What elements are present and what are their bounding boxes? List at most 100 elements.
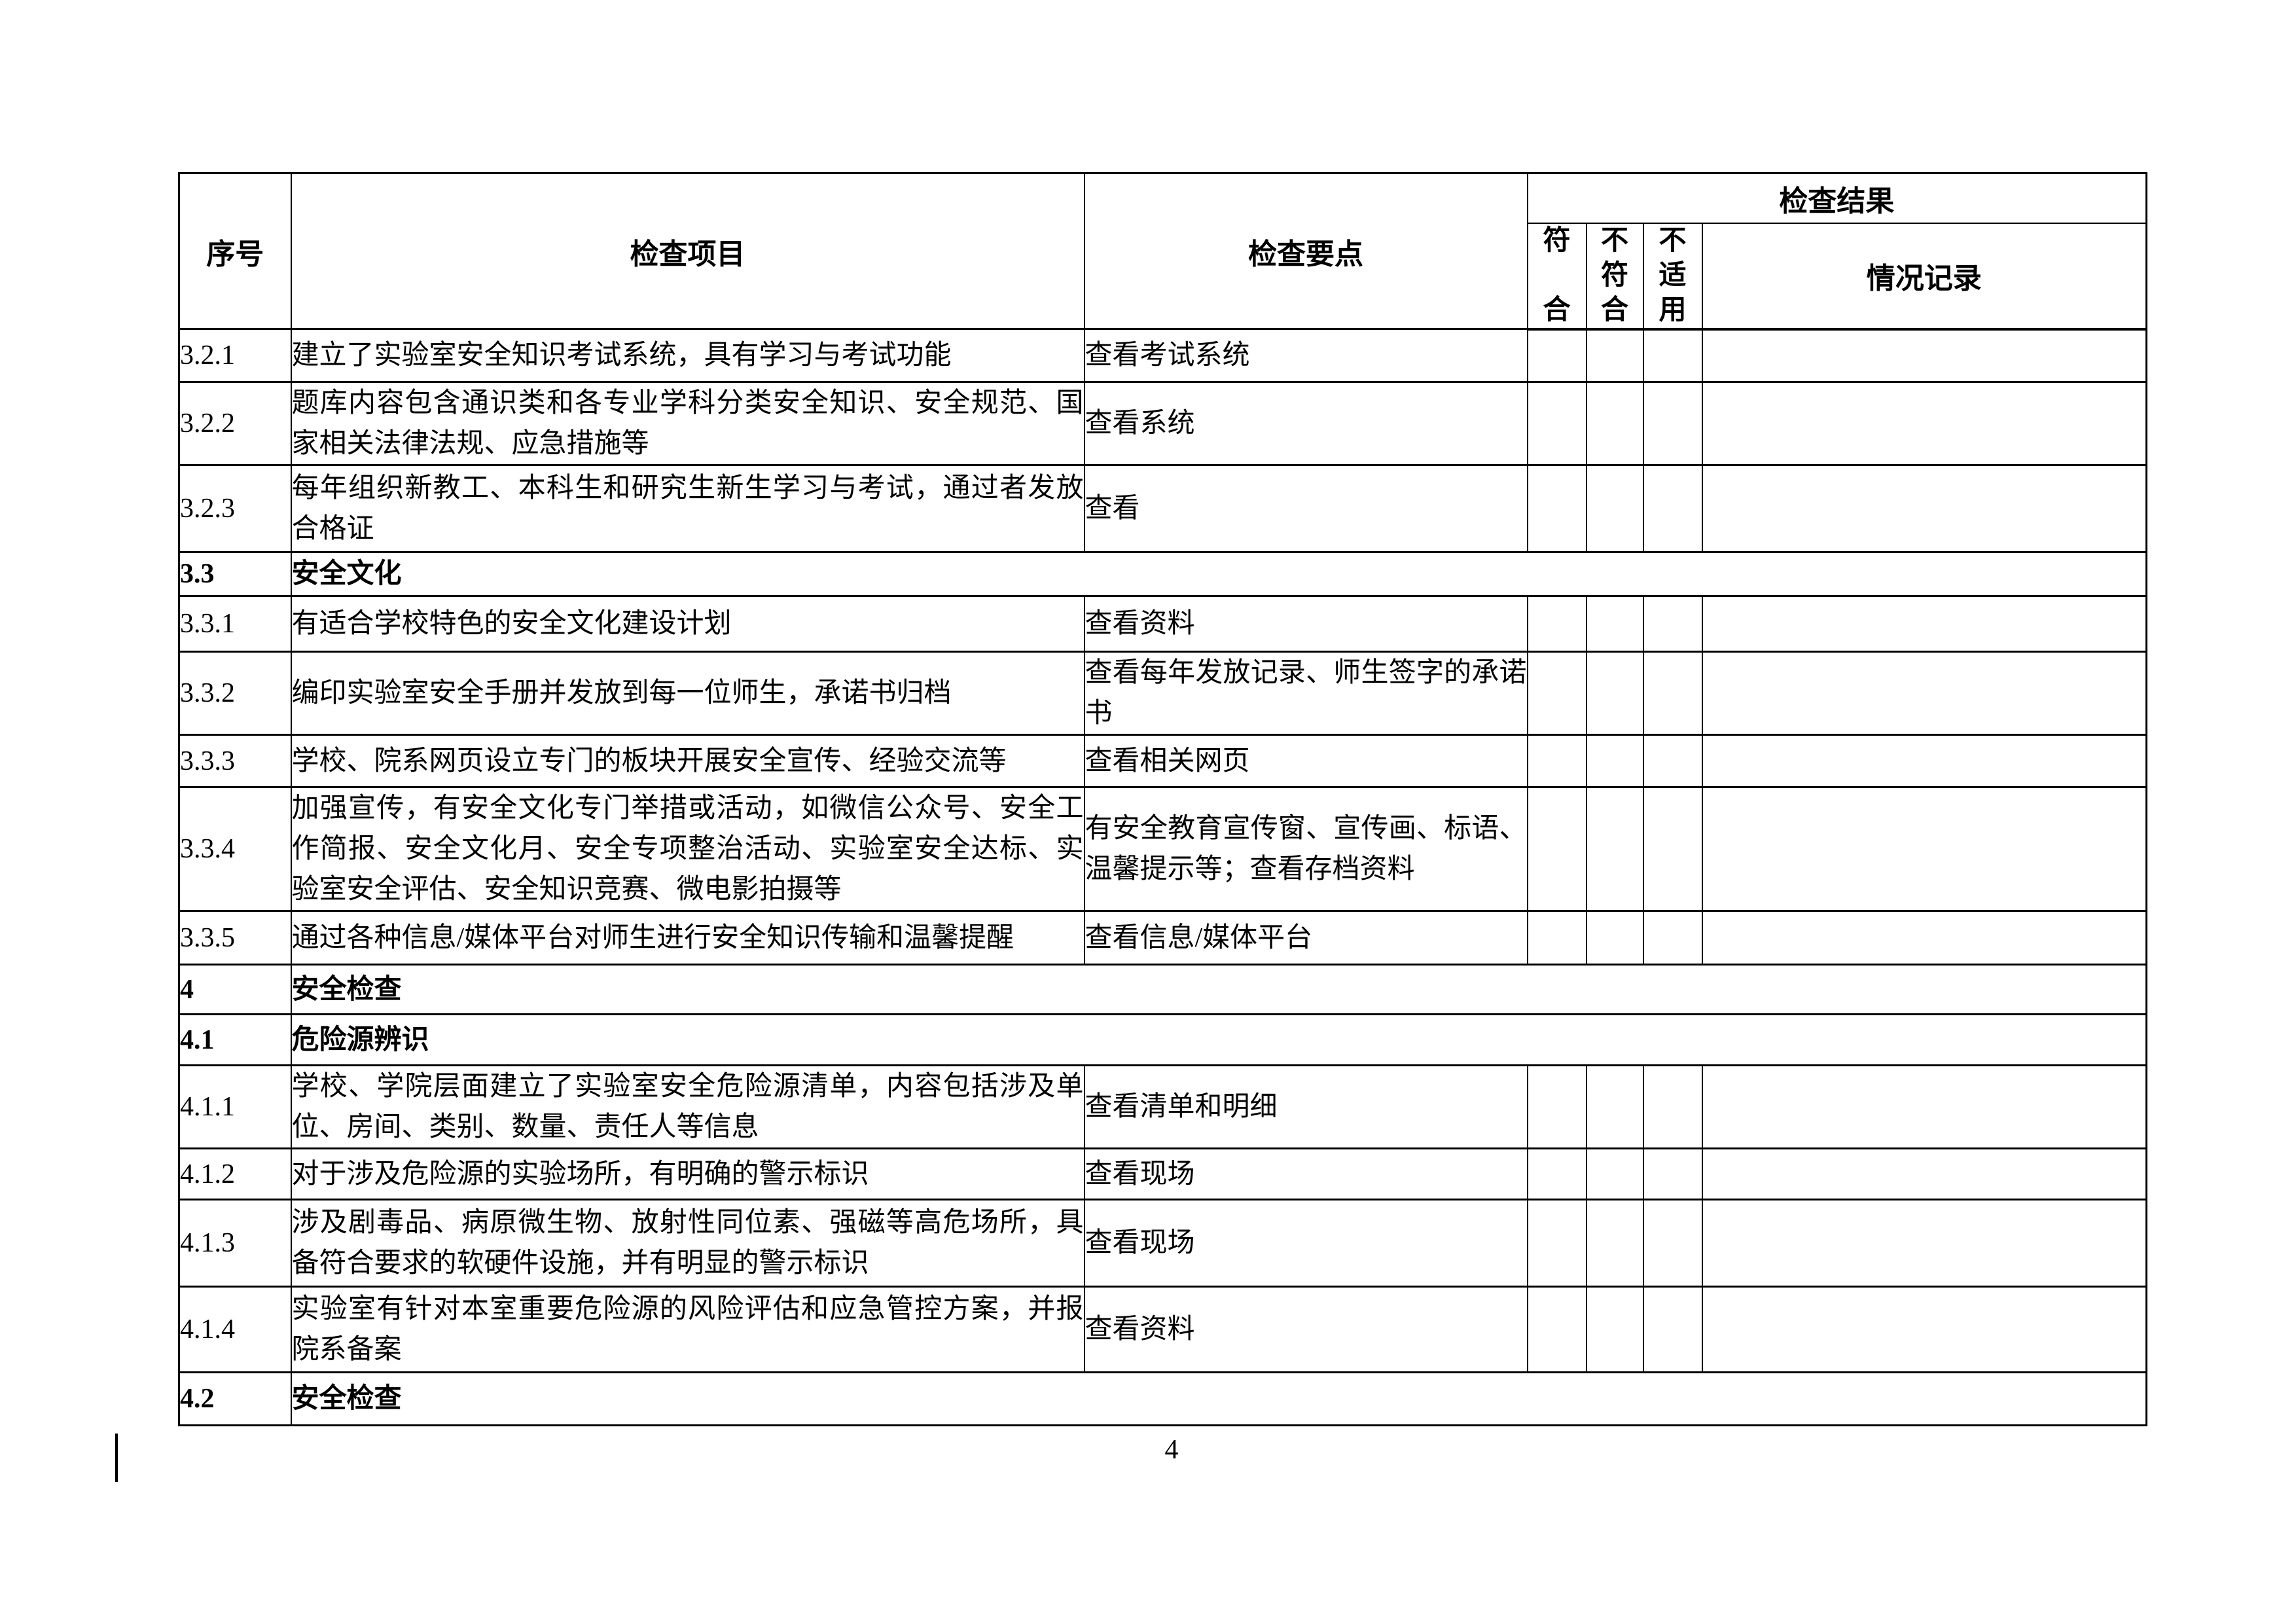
cell-result-fail <box>1585 464 1644 553</box>
cell-inspection-item: 对于涉及危险源的实验场所，有明确的警示标识 <box>290 1147 1085 1200</box>
table-row: 3.3 安全文化 <box>178 551 2147 597</box>
col-header-item: 检查项目 <box>290 172 1085 330</box>
cell-inspection-point: 查看每年发放记录、师生签字的承诺书 <box>1083 651 1528 736</box>
cell-serial-number: 4 <box>178 964 292 1015</box>
table-row: 3.3.4 加强宣传，有安全文化专门举措或活动，如微信公众号、安全工作简报、安全文… <box>178 786 2147 912</box>
col-header-fail: 不符合 <box>1585 222 1644 331</box>
table-row: 3.2.2 题库内容包含通识类和各专业学科分类安全知识、安全规范、国家相关法律法规… <box>178 381 2147 466</box>
cell-result-pass <box>1526 595 1587 653</box>
cell-result-fail <box>1585 1199 1644 1288</box>
cell-result-na <box>1642 1199 1703 1288</box>
cell-serial-number: 3.2.1 <box>178 328 292 383</box>
cell-result-pass <box>1526 1064 1587 1149</box>
cell-result-fail <box>1585 1147 1644 1200</box>
cell-record <box>1701 786 2147 912</box>
cell-result-fail <box>1585 1064 1644 1149</box>
cell-result-pass <box>1526 381 1587 466</box>
col-header-na: 不适用 <box>1642 222 1703 331</box>
cell-result-fail <box>1585 786 1644 912</box>
cell-serial-number: 4.1.1 <box>178 1064 292 1149</box>
cell-inspection-item: 实验室有针对本室重要危险源的风险评估和应急管控方案，并报院系备案 <box>290 1286 1085 1373</box>
table-row: 3.3.1 有适合学校特色的安全文化建设计划 查看资料 <box>178 595 2147 653</box>
vertical-label-na: 不适用 <box>1645 226 1701 324</box>
cell-inspection-point: 查看 <box>1083 464 1528 553</box>
cell-result-na <box>1642 786 1703 912</box>
cell-serial-number: 3.3.3 <box>178 734 292 788</box>
cell-inspection-item: 有适合学校特色的安全文化建设计划 <box>290 595 1085 653</box>
cell-result-na <box>1642 381 1703 466</box>
table-row: 4.1.3 涉及剧毒品、病原微生物、放射性同位素、强磁等高危场所，具备符合要求的软… <box>178 1199 2147 1288</box>
table-row: 4.1.1 学校、学院层面建立了实验室安全危险源清单，内容包括涉及单位、房间、类别… <box>178 1064 2147 1149</box>
cell-result-fail <box>1585 328 1644 383</box>
cell-result-fail <box>1585 734 1644 788</box>
cell-serial-number: 3.3.2 <box>178 651 292 736</box>
cell-serial-number: 3.2.3 <box>178 464 292 553</box>
cell-inspection-point: 查看相关网页 <box>1083 734 1528 788</box>
cell-inspection-item: 建立了实验室安全知识考试系统，具有学习与考试功能 <box>290 328 1085 383</box>
cell-inspection-point: 查看考试系统 <box>1083 328 1528 383</box>
cell-record <box>1701 1286 2147 1373</box>
cell-inspection-point: 查看资料 <box>1083 1286 1528 1373</box>
table-row: 4.1.2 对于涉及危险源的实验场所，有明确的警示标识 查看现场 <box>178 1147 2147 1200</box>
cell-result-fail <box>1585 595 1644 653</box>
vertical-label-char: 符 <box>1543 226 1571 256</box>
table-row: 4 安全检查 <box>178 964 2147 1015</box>
cell-inspection-point: 有安全教育宣传窗、宣传画、标语、温馨提示等；查看存档资料 <box>1083 786 1528 912</box>
cell-record <box>1701 1064 2147 1149</box>
cell-result-pass <box>1526 734 1587 788</box>
cell-result-pass <box>1526 464 1587 553</box>
cell-result-fail <box>1585 651 1644 736</box>
table-row: 3.2.3 每年组织新教工、本科生和研究生新生学习与考试，通过者发放合格证 查看 <box>178 464 2147 553</box>
cell-section-title: 安全检查 <box>290 964 2147 1015</box>
cell-serial-number: 3.3 <box>178 551 292 597</box>
inspection-table: 序号 检查项目 检查要点 检查结果 符合 不符合 不适用 情况记录 3.2.1 建… <box>178 172 2147 1426</box>
cell-record <box>1701 1147 2147 1200</box>
table-row: 3.3.5 通过各种信息/媒体平台对师生进行安全知识传输和温馨提醒 查看信息/媒体平… <box>178 910 2147 965</box>
cell-serial-number: 3.3.1 <box>178 595 292 653</box>
col-header-result-group: 检查结果 <box>1526 172 2147 224</box>
cell-inspection-point: 查看信息/媒体平台 <box>1083 910 1528 965</box>
cell-result-pass <box>1526 1286 1587 1373</box>
cell-result-pass <box>1526 328 1587 383</box>
cell-serial-number: 3.3.5 <box>178 910 292 965</box>
col-header-pass: 符合 <box>1526 222 1587 331</box>
cell-serial-number: 3.2.2 <box>178 381 292 466</box>
cell-inspection-item: 涉及剧毒品、病原微生物、放射性同位素、强磁等高危场所，具备符合要求的软硬件设施，… <box>290 1199 1085 1288</box>
revision-bar <box>115 1434 118 1482</box>
cell-record <box>1701 464 2147 553</box>
cell-serial-number: 4.1.3 <box>178 1199 292 1288</box>
cell-result-na <box>1642 464 1703 553</box>
cell-inspection-point: 查看资料 <box>1083 595 1528 653</box>
cell-inspection-point: 查看清单和明细 <box>1083 1064 1528 1149</box>
cell-inspection-item: 每年组织新教工、本科生和研究生新生学习与考试，通过者发放合格证 <box>290 464 1085 553</box>
cell-record <box>1701 734 2147 788</box>
cell-result-na <box>1642 734 1703 788</box>
cell-result-fail <box>1585 381 1644 466</box>
cell-result-na <box>1642 1064 1703 1149</box>
cell-section-title: 安全文化 <box>290 551 2147 597</box>
cell-inspection-point: 查看现场 <box>1083 1147 1528 1200</box>
cell-result-na <box>1642 1286 1703 1373</box>
cell-serial-number: 4.1 <box>178 1013 292 1066</box>
cell-result-na <box>1642 1147 1703 1200</box>
table-row: 4.1 危险源辨识 <box>178 1013 2147 1066</box>
col-header-record: 情况记录 <box>1701 222 2147 331</box>
table-row: 4.2 安全检查 <box>178 1371 2147 1426</box>
cell-serial-number: 4.2 <box>178 1371 292 1426</box>
table-row: 4.1.4 实验室有针对本室重要危险源的风险评估和应急管控方案，并报院系备案 查看资… <box>178 1286 2147 1373</box>
table-row: 3.3.2 编印实验室安全手册并发放到每一位师生，承诺书归档 查看每年发放记录、师生… <box>178 651 2147 736</box>
cell-result-pass <box>1526 1199 1587 1288</box>
cell-inspection-point: 查看现场 <box>1083 1199 1528 1288</box>
vertical-label-pass: 符合 <box>1529 226 1585 324</box>
vertical-label-char: 不 <box>1659 226 1687 256</box>
header-row-result-columns: 符合 不符合 不适用 情况记录 <box>179 222 2147 331</box>
cell-serial-number: 4.1.4 <box>178 1286 292 1373</box>
vertical-label-char: 不 <box>1600 226 1628 256</box>
cell-section-title: 安全检查 <box>290 1371 2147 1426</box>
vertical-label-fail: 不符合 <box>1588 226 1642 325</box>
cell-result-na <box>1642 910 1703 965</box>
cell-record <box>1701 595 2147 653</box>
cell-result-fail <box>1585 910 1644 965</box>
vertical-label-char: 合 <box>1600 295 1628 325</box>
cell-record <box>1701 651 2147 736</box>
